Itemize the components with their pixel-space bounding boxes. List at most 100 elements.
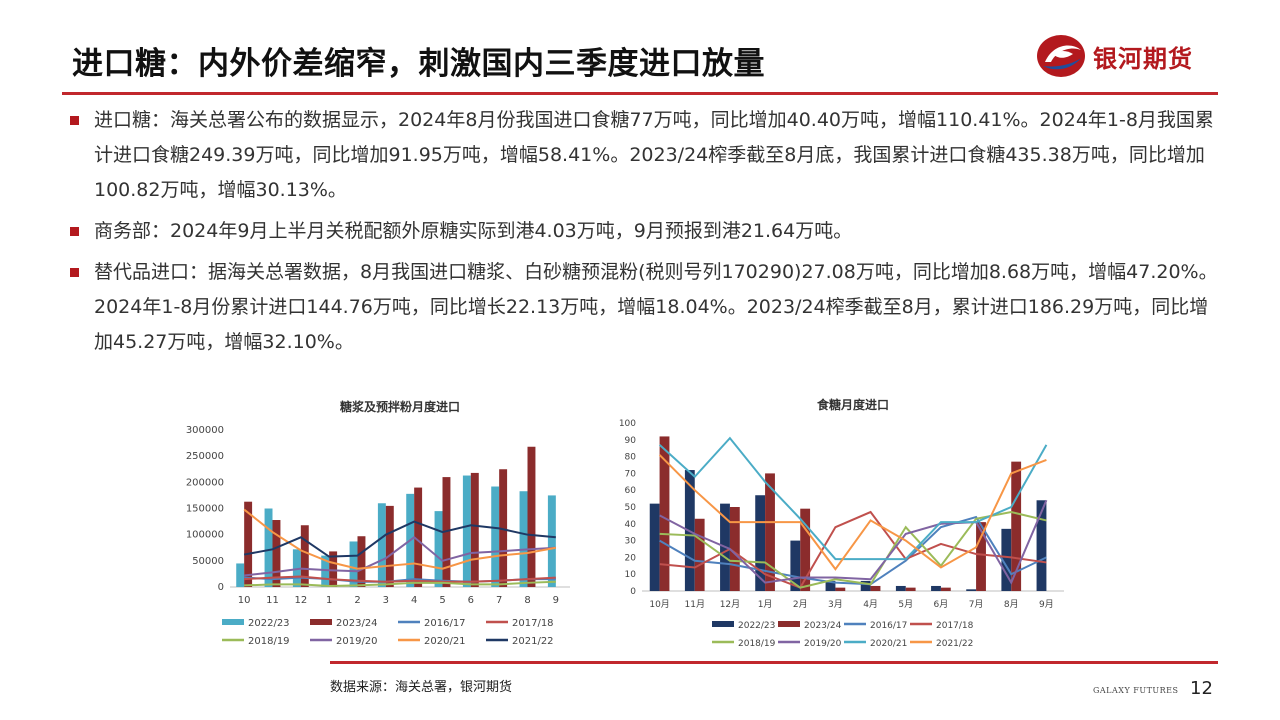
legend-entry: 2022/23: [738, 621, 775, 631]
x-tick-label: 3月: [828, 599, 843, 610]
x-tick-label: 5: [439, 595, 445, 606]
page-number: 12: [1190, 678, 1213, 699]
footer-brand: GALAXY FUTURES: [1093, 686, 1179, 695]
line-series-2020-21: [658, 436, 1048, 561]
company-logo: 银河期货: [1035, 30, 1225, 82]
bar-2022-23: [434, 511, 443, 587]
y-tick-label: 60: [625, 486, 637, 496]
bar-2023-24: [499, 469, 508, 587]
bullet-text: 替代品进口：据海关总署数据，8月我国进口糖浆、白砂糖预混粉(税则号列170290…: [94, 261, 1218, 353]
legend-entry: 2018/19: [248, 636, 290, 647]
x-tick-label: 1: [326, 595, 332, 606]
bar-2022-23: [462, 475, 471, 587]
bullet-square-icon: [70, 227, 79, 236]
x-tick-label: 12: [294, 595, 307, 606]
x-tick-label: 1月: [758, 599, 773, 610]
bar-2022-23: [649, 503, 660, 591]
syrup-premix-import-chart: 糖浆及预拌粉月度进口 0 50000 100000 150000 200000 250000…: [186, 399, 570, 647]
x-tick-label: 8月: [1004, 599, 1019, 610]
bar-2023-24: [385, 505, 394, 587]
bar-2023-24: [357, 536, 366, 587]
y-tick-label: 0: [630, 587, 636, 597]
legend-entry: 2020/21: [424, 636, 466, 647]
bar-2023-24: [905, 587, 916, 591]
x-tick-label: 9月: [1039, 599, 1054, 610]
bar-2023-24: [835, 587, 846, 591]
line-series-2016-17: [659, 515, 1047, 586]
sugar-import-chart: 食糖月度进口 0 10 20 30 40 50 60 70 80 90 100 10月 11月 12月 1月 2…: [619, 397, 1064, 649]
y-tick-label: 70: [625, 469, 637, 479]
line-series-2017-18: [659, 510, 1047, 589]
bullet-text: 商务部：2024年9月上半月关税配额外原糖实际到港4.03万吨，9月预报到港21…: [94, 220, 853, 242]
x-tick-label: 11月: [685, 599, 705, 610]
bar-2022-23: [519, 491, 528, 587]
bar-2022-23: [755, 495, 766, 591]
y-tick-label: 30: [625, 537, 637, 547]
bar-2022-23: [895, 585, 906, 591]
line-series-2017-18: [244, 575, 556, 583]
bar-2023-24: [940, 587, 951, 591]
x-tick-label: 9: [553, 595, 559, 606]
logo-text: 银河期货: [1093, 44, 1193, 73]
page-title: 进口糖：内外价差缩窄，刺激国内三季度进口放量: [72, 46, 765, 82]
line-series-2019-20: [244, 536, 556, 577]
bar-2023-24: [659, 436, 670, 591]
bar-2023-24: [870, 585, 881, 591]
legend-entry: 2019/20: [336, 636, 378, 647]
bar-2023-24: [300, 525, 309, 587]
bar-2022-23: [1036, 500, 1047, 591]
x-tick-label: 4月: [863, 599, 878, 610]
bar-2022-23: [292, 549, 301, 587]
bar-2022-23: [491, 486, 500, 587]
bar-2022-23: [825, 580, 836, 591]
chart-title: 食糖月度进口: [816, 397, 889, 412]
legend-entry: 2016/17: [870, 621, 907, 631]
bar-2022-23: [966, 589, 977, 591]
x-tick-label: 7月: [969, 599, 984, 610]
bar-2023-24: [1011, 461, 1022, 591]
bar-2022-23: [349, 541, 358, 587]
x-tick-label: 2: [354, 595, 360, 606]
chart-title: 糖浆及预拌粉月度进口: [340, 399, 460, 414]
legend-swatch: [222, 619, 244, 625]
bar-2023-24: [527, 446, 536, 587]
bullet-text: 进口糖：海关总署公布的数据显示，2024年8月份我国进口食糖77万吨，同比增加4…: [94, 109, 1214, 201]
y-tick-label: 80: [625, 453, 637, 463]
header-divider: [62, 92, 1218, 95]
x-tick-label: 4: [411, 595, 417, 606]
legend-entry: 2020/21: [870, 639, 907, 649]
y-tick-label: 50: [625, 503, 637, 513]
legend-swatch: [778, 621, 800, 627]
y-tick-label: 90: [625, 436, 637, 446]
legend-entry: 2019/20: [804, 639, 842, 649]
legend-entry: 2017/18: [512, 618, 554, 629]
footer-divider: [330, 661, 1218, 664]
legend-entry: 2021/22: [512, 636, 554, 647]
x-tick-label: 5月: [898, 599, 913, 610]
y-tick-label: 0: [218, 582, 224, 593]
line-series-2020-21: [243, 508, 557, 570]
line-series-2021-22: [243, 520, 556, 558]
bar-2023-24: [272, 520, 281, 587]
x-tick-label: 8: [524, 595, 530, 606]
legend-entry: 2016/17: [424, 618, 466, 629]
bullet-item-commerce-ministry: 商务部：2024年9月上半月关税配额外原糖实际到港4.03万吨，9月预报到港21…: [70, 214, 1220, 249]
y-tick-label: 200000: [186, 477, 224, 488]
legend-swatch: [712, 621, 734, 627]
bar-2022-23: [547, 495, 556, 587]
x-tick-label: 6: [468, 595, 474, 606]
bar-2023-24: [729, 507, 740, 591]
bar-2022-23: [790, 540, 801, 591]
y-tick-label: 50000: [192, 556, 224, 567]
bar-2022-23: [236, 563, 245, 587]
legend-entry: 2021/22: [936, 639, 973, 649]
x-tick-label: 10: [238, 595, 251, 606]
bar-2022-23: [377, 503, 386, 587]
y-tick-label: 250000: [186, 451, 224, 462]
x-tick-label: 7: [496, 595, 502, 606]
bar-2022-23: [860, 580, 871, 591]
x-tick-label: 6月: [934, 599, 949, 610]
y-tick-label: 300000: [186, 425, 224, 436]
y-tick-label: 20: [625, 553, 637, 563]
bullet-item-substitute-import: 替代品进口：据海关总署数据，8月我国进口糖浆、白砂糖预混粉(税则号列170290…: [70, 255, 1220, 360]
